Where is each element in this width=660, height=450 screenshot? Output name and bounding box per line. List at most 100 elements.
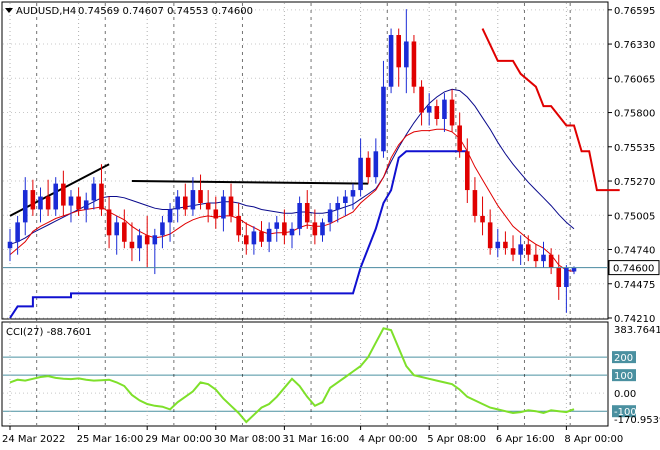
candle-body xyxy=(312,222,318,236)
candle xyxy=(266,222,272,253)
symbol-label: AUDUSD,H4 xyxy=(16,6,76,17)
current-price-box xyxy=(608,260,660,276)
candle-body xyxy=(274,222,280,229)
price-tick-label: 0.76065 xyxy=(614,74,655,85)
candle xyxy=(114,215,119,255)
candle xyxy=(373,138,379,184)
cci-axis: 383.7641 200 100 0.00 -100-170.9539 xyxy=(612,325,660,426)
cci-tick-label: 200 xyxy=(614,353,633,364)
candle-body xyxy=(243,235,249,245)
candle-body xyxy=(327,209,333,223)
candle-body xyxy=(518,244,523,255)
cci-plot xyxy=(9,327,575,424)
candle xyxy=(358,138,363,197)
price-tick-label: 0.76595 xyxy=(614,6,655,17)
cci-tick-label: 383.7641 xyxy=(614,325,660,336)
candle-body xyxy=(221,196,226,219)
cci-panel-frame xyxy=(1,321,609,427)
cci-tick: -170.9539 xyxy=(614,415,660,426)
candle-body xyxy=(236,215,241,236)
candle-body xyxy=(99,183,104,210)
cci-line xyxy=(9,327,575,424)
time-tick-label: 6 Apr 16:00 xyxy=(496,434,555,445)
candle xyxy=(213,196,219,229)
candle-body xyxy=(487,222,493,249)
candle xyxy=(83,192,89,223)
candle-body xyxy=(434,106,440,120)
candle xyxy=(68,190,74,223)
candle xyxy=(76,187,81,216)
candle-body xyxy=(548,254,554,268)
candle-body xyxy=(61,183,66,206)
candle-body xyxy=(198,190,203,203)
candle xyxy=(335,196,341,223)
candle-body xyxy=(53,183,59,210)
candle-body xyxy=(190,190,196,210)
candle-body xyxy=(282,222,287,236)
candle-body xyxy=(289,228,295,236)
candle xyxy=(38,187,43,223)
candle xyxy=(251,226,257,255)
candle-body xyxy=(480,215,485,223)
candle xyxy=(22,177,28,236)
candle-body xyxy=(419,86,424,113)
price-grid xyxy=(3,9,607,319)
price-tick-label: 0.75535 xyxy=(614,143,655,154)
candle xyxy=(396,28,401,87)
candle-body xyxy=(442,99,447,120)
candle xyxy=(190,177,196,216)
current-price-label: 0.74600 xyxy=(613,264,654,275)
chart-header: AUDUSD,H4 0.74569 0.74607 0.74553 0.7460… xyxy=(5,6,253,17)
candle-body xyxy=(137,235,142,249)
candle-body xyxy=(465,151,470,191)
candle xyxy=(320,218,325,242)
candle xyxy=(236,202,241,242)
time-tick-label: 4 Apr 00:00 xyxy=(359,434,418,445)
candle-body xyxy=(129,241,135,249)
price-tick-label: 0.74475 xyxy=(614,280,655,291)
candle-body xyxy=(556,267,562,287)
candle xyxy=(556,254,562,300)
candle xyxy=(350,183,356,210)
candle-body xyxy=(358,157,363,191)
time-axis: 24 Mar 2022 25 Mar 16:00 29 Mar 00:00 30 Ma… xyxy=(2,426,623,445)
slow-moving-average xyxy=(9,88,575,245)
candle-body xyxy=(213,209,219,219)
candle-body xyxy=(15,222,20,242)
candle xyxy=(404,9,409,94)
candle-body xyxy=(259,231,264,242)
candle xyxy=(167,202,173,242)
candle-body xyxy=(297,202,302,229)
candle xyxy=(152,228,158,275)
candle-body xyxy=(68,196,74,206)
candle xyxy=(243,222,249,255)
candle xyxy=(434,99,440,126)
collapse-triangle-icon[interactable] xyxy=(5,8,13,13)
cci-tick-label: -170.9539 xyxy=(614,415,660,426)
price-tick-label: 0.76330 xyxy=(614,40,655,51)
candle-body xyxy=(365,157,371,178)
price-panel-frame xyxy=(1,1,609,320)
candle xyxy=(228,183,234,223)
candle xyxy=(533,244,539,268)
candle-body xyxy=(175,196,180,210)
candle xyxy=(304,190,310,229)
candle-body xyxy=(152,235,158,245)
candle-body xyxy=(564,267,569,287)
candle xyxy=(259,221,264,247)
candle-body xyxy=(373,151,379,178)
session-separators xyxy=(9,3,571,425)
candle-body xyxy=(266,228,272,242)
candle xyxy=(465,138,470,203)
candle xyxy=(388,28,394,94)
trend-line[interactable] xyxy=(131,180,369,185)
candle xyxy=(53,177,59,216)
candle xyxy=(175,190,180,223)
cci-level-badge xyxy=(612,405,636,418)
candle xyxy=(381,60,386,158)
ohlc-label: 0.74569 0.74607 0.74553 0.74600 xyxy=(78,6,253,17)
candle-body xyxy=(495,241,501,249)
candle xyxy=(205,190,211,223)
cci-tick: -100 xyxy=(612,405,637,418)
candle xyxy=(426,93,432,126)
